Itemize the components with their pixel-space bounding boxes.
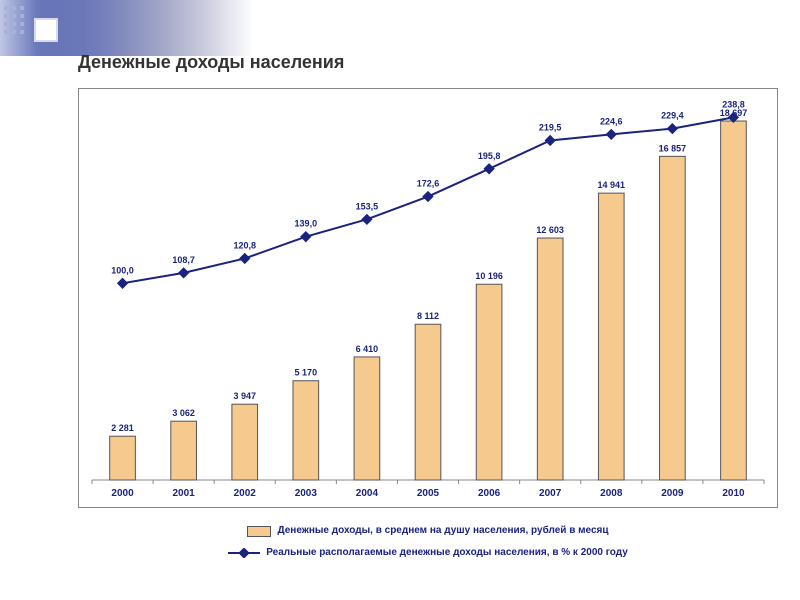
line-label: 224,6 (600, 116, 623, 126)
bar-label: 10 196 (475, 271, 503, 281)
decor-square (34, 18, 58, 42)
legend-swatch-line (228, 548, 260, 558)
bar (110, 436, 136, 480)
legend: Денежные доходы, в среднем на душу насел… (78, 520, 778, 564)
svg-text:2009: 2009 (661, 488, 684, 499)
line-label: 153,5 (356, 201, 379, 211)
svg-text:2001: 2001 (173, 488, 196, 499)
svg-text:2007: 2007 (539, 488, 562, 499)
bar-label: 3 947 (233, 391, 256, 401)
line-label: 100,0 (111, 265, 134, 275)
line-marker (422, 191, 433, 202)
bar (354, 357, 380, 480)
line-label: 108,7 (172, 255, 195, 265)
line-marker (606, 129, 617, 140)
bar (415, 324, 441, 480)
line-marker (667, 123, 678, 134)
line-marker (361, 214, 372, 225)
bar (598, 193, 624, 480)
bar-label: 2 281 (111, 423, 134, 433)
line-label: 238,8 (722, 99, 745, 109)
slide: Денежные доходы населения 20002001200220… (0, 0, 800, 600)
legend-label-line: Реальные располагаемые денежные доходы н… (266, 546, 628, 560)
bar-label: 5 170 (295, 368, 318, 378)
bar-label: 3 062 (172, 408, 195, 418)
svg-text:2002: 2002 (234, 488, 257, 499)
line-marker (300, 231, 311, 242)
line-marker (239, 253, 250, 264)
line-marker (178, 267, 189, 278)
bar-label: 16 857 (659, 143, 687, 153)
page-title: Денежные доходы населения (78, 52, 344, 73)
bar (660, 156, 686, 480)
svg-text:2006: 2006 (478, 488, 501, 499)
svg-text:2010: 2010 (722, 488, 745, 499)
decor-dots (4, 6, 24, 34)
line-label: 139,0 (295, 219, 318, 229)
bar (232, 404, 258, 480)
bar (171, 421, 197, 480)
svg-text:2003: 2003 (295, 488, 318, 499)
bar-label: 12 603 (536, 225, 564, 235)
bar (476, 284, 502, 480)
header-fade (20, 0, 800, 56)
bar-label: 14 941 (598, 180, 626, 190)
bar-label: 8 112 (417, 311, 439, 321)
svg-text:2008: 2008 (600, 488, 623, 499)
line-label: 120,8 (233, 240, 256, 250)
line-marker (545, 135, 556, 146)
legend-item-bars: Денежные доходы, в среднем на душу насел… (247, 524, 608, 538)
bar (293, 381, 319, 480)
line-marker (117, 278, 128, 289)
line-label: 172,6 (417, 179, 440, 189)
line-label: 229,4 (661, 111, 684, 121)
legend-swatch-bar (247, 526, 271, 537)
line-label: 195,8 (478, 151, 501, 161)
line-label: 219,5 (539, 122, 562, 132)
svg-text:2004: 2004 (356, 488, 379, 499)
svg-text:2000: 2000 (111, 488, 134, 499)
line-marker (483, 163, 494, 174)
bar (721, 121, 747, 480)
svg-text:2005: 2005 (417, 488, 440, 499)
bar (537, 238, 563, 480)
bar-label: 6 410 (356, 344, 379, 354)
chart: 2000 2001 2002 2003 2004 2005 2006 2007 2008 2009… (78, 88, 778, 508)
legend-label-bars: Денежные доходы, в среднем на душу насел… (277, 524, 608, 538)
legend-item-line: Реальные располагаемые денежные доходы н… (228, 546, 628, 560)
